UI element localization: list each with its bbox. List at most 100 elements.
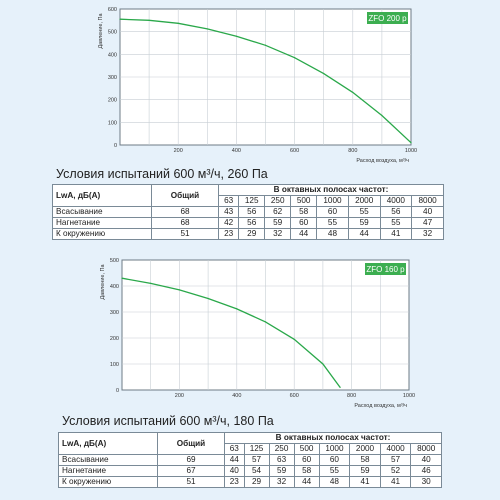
cell: 32 xyxy=(264,228,292,240)
row-label: К окружению xyxy=(58,476,158,488)
row-total: 69 xyxy=(157,454,225,466)
cell: 32 xyxy=(268,476,295,488)
cell: 59 xyxy=(347,217,381,229)
cell: 58 xyxy=(290,206,318,218)
y-tick-label: 200 xyxy=(110,336,119,342)
row-label: Нагнетание xyxy=(58,465,158,477)
cell: 23 xyxy=(224,476,245,488)
table-row: Всасывание 68 43 56 62 58 60 55 56 40 xyxy=(52,206,444,218)
data-point xyxy=(381,114,383,117)
chart-title: ZFO 200 р xyxy=(368,14,407,23)
cell: 41 xyxy=(379,476,412,488)
noise-table-1: LwA, дБ(A) Общий В октавных полосах част… xyxy=(52,184,444,240)
y-tick-label: 600 xyxy=(108,7,117,13)
cell: 46 xyxy=(410,465,442,477)
cell: 59 xyxy=(268,465,295,477)
cell: 57 xyxy=(379,454,412,466)
chart-title: ZFO 160 р xyxy=(366,265,405,274)
y-axis-label: Давление, Па xyxy=(98,13,104,49)
row-total: 51 xyxy=(151,228,219,240)
data-point xyxy=(206,28,208,30)
table-row: Нагнетание 67 40 54 59 58 55 59 52 46 xyxy=(58,465,442,477)
title-badge xyxy=(365,263,406,275)
y-tick-label: 200 xyxy=(108,98,117,104)
cell: 29 xyxy=(238,228,266,240)
band-header: 1000 xyxy=(318,443,351,455)
cell: 60 xyxy=(318,454,351,466)
band-header: 8000 xyxy=(410,443,442,455)
cell: 55 xyxy=(347,206,381,218)
y-tick-label: 100 xyxy=(108,120,117,126)
band-header: 4000 xyxy=(379,443,412,455)
cell: 59 xyxy=(264,217,292,229)
cell: 29 xyxy=(243,476,270,488)
cell: 60 xyxy=(316,206,349,218)
cell: 30 xyxy=(410,476,442,488)
cell: 55 xyxy=(379,217,413,229)
cell: 42 xyxy=(217,217,240,229)
band-header: 2000 xyxy=(349,443,381,455)
data-point xyxy=(352,91,354,94)
cell: 40 xyxy=(410,454,442,466)
cell: 56 xyxy=(379,206,413,218)
chart-zfo-160: 0 100 200 300 400 500 200 400 600 800 1000 Давление… xyxy=(0,253,500,417)
data-point xyxy=(235,35,237,37)
band-header: 500 xyxy=(290,195,318,207)
cell: 58 xyxy=(349,454,381,466)
cell: 47 xyxy=(411,217,444,229)
cell: 40 xyxy=(224,465,245,477)
data-point xyxy=(410,142,412,144)
band-header: 500 xyxy=(293,443,320,455)
row-total: 68 xyxy=(151,206,219,218)
row-total: 67 xyxy=(157,465,225,477)
data-point xyxy=(264,44,267,46)
x-tick-label: 800 xyxy=(347,393,356,399)
cell: 55 xyxy=(316,217,349,229)
band-header: 1000 xyxy=(316,195,349,207)
cell: 41 xyxy=(379,228,413,240)
data-point xyxy=(339,386,341,388)
noise-table-2: LwA, дБ(A) Общий В октавных полосах част… xyxy=(58,432,442,488)
x-tick-label: 600 xyxy=(290,393,299,399)
row-label: Нагнетание xyxy=(52,217,152,229)
y-tick-label: 300 xyxy=(108,75,117,81)
cell: 60 xyxy=(293,454,320,466)
x-tick-label: 800 xyxy=(348,148,357,154)
y-axis-label: Давление, Па xyxy=(100,264,106,300)
cell: 56 xyxy=(238,217,266,229)
cell: 63 xyxy=(268,454,295,466)
band-header: 63 xyxy=(224,443,245,455)
x-tick-label: 200 xyxy=(175,393,184,399)
cell: 62 xyxy=(264,206,292,218)
table-row: Нагнетание 68 42 56 59 60 55 59 55 47 xyxy=(52,217,444,229)
table-row: К окружению 51 23 29 32 44 48 44 41 32 xyxy=(52,228,444,240)
x-tick-label: 1000 xyxy=(403,393,415,399)
total-header: Общий xyxy=(151,184,219,207)
cell: 32 xyxy=(411,228,444,240)
cell: 60 xyxy=(290,217,318,229)
cell: 44 xyxy=(224,454,245,466)
data-point xyxy=(323,73,325,75)
lwa-header: LwA, дБ(A) xyxy=(52,184,152,207)
data-point xyxy=(178,289,180,291)
cell: 44 xyxy=(293,476,320,488)
data-point xyxy=(236,308,238,310)
band-header: 8000 xyxy=(411,195,444,207)
cell: 57 xyxy=(243,454,270,466)
row-total: 68 xyxy=(151,217,219,229)
x-tick-label: 400 xyxy=(232,148,241,154)
row-label: К окружению xyxy=(52,228,152,240)
data-point xyxy=(293,338,295,340)
band-header: 4000 xyxy=(379,195,413,207)
chart-zfo-200: 0 100 200 300 400 500 600 200 400 600 800 1000 Давле… xyxy=(0,0,500,170)
data-point xyxy=(121,277,123,279)
cell: 40 xyxy=(411,206,444,218)
band-header: 250 xyxy=(268,443,295,455)
band-header: 63 xyxy=(217,195,240,207)
cell: 59 xyxy=(349,465,381,477)
x-tick-label: 600 xyxy=(290,148,299,154)
y-tick-label: 500 xyxy=(108,30,117,36)
data-point xyxy=(294,57,296,59)
data-point xyxy=(177,22,179,24)
cell: 56 xyxy=(238,206,266,218)
